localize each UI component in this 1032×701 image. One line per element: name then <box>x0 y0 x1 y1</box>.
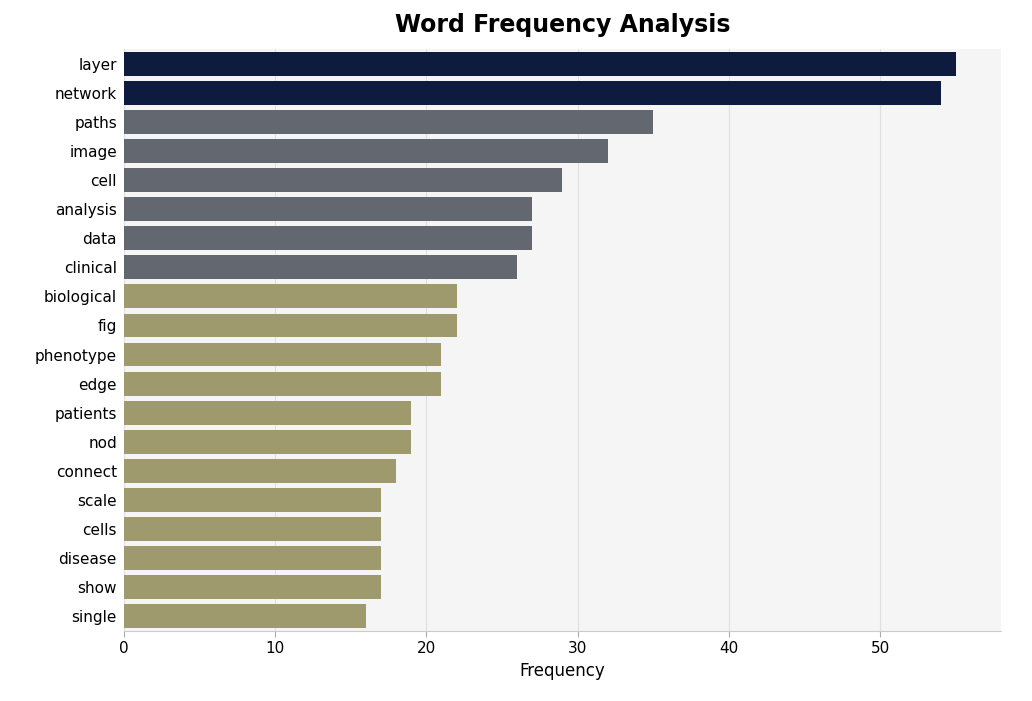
Bar <box>124 139 608 163</box>
Bar <box>124 576 381 599</box>
Bar <box>124 52 956 76</box>
Bar <box>124 168 562 192</box>
Bar <box>124 255 517 279</box>
Bar <box>124 81 940 104</box>
Bar <box>124 517 381 541</box>
Bar <box>124 488 381 512</box>
Bar <box>124 226 533 250</box>
Bar <box>124 401 411 425</box>
Bar <box>124 343 442 367</box>
X-axis label: Frequency: Frequency <box>519 662 606 680</box>
Bar <box>124 197 533 221</box>
Bar <box>124 430 411 454</box>
Bar <box>124 546 381 570</box>
Title: Word Frequency Analysis: Word Frequency Analysis <box>394 13 731 37</box>
Bar <box>124 372 442 395</box>
Bar <box>124 313 456 337</box>
Bar <box>124 285 456 308</box>
Bar <box>124 604 365 628</box>
Bar <box>124 110 653 134</box>
Bar <box>124 459 396 483</box>
